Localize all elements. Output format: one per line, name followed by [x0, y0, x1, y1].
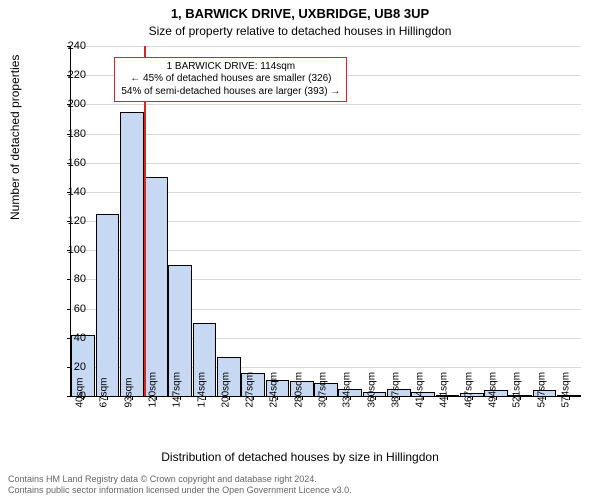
y-tick-label: 40	[46, 332, 86, 344]
y-tick-label: 200	[46, 98, 86, 110]
y-tick-label: 80	[46, 273, 86, 285]
y-tick-label: 20	[46, 361, 86, 373]
chart-container: { "title": "1, BARWICK DRIVE, UXBRIDGE, …	[0, 0, 600, 500]
plot-area: 40sqm67sqm93sqm120sqm147sqm174sqm200sqm2…	[70, 46, 581, 397]
y-tick-label: 140	[46, 186, 86, 198]
histogram-bar	[144, 177, 168, 396]
gridline	[71, 104, 581, 105]
y-tick-label: 220	[46, 69, 86, 81]
y-tick-label: 180	[46, 128, 86, 140]
y-axis-label: Number of detached properties	[8, 55, 22, 220]
gridline	[71, 46, 581, 47]
chart-title: 1, BARWICK DRIVE, UXBRIDGE, UB8 3UP	[0, 6, 600, 21]
attribution-line: Contains public sector information licen…	[8, 485, 352, 496]
gridline	[71, 163, 581, 164]
callout-line: 1 BARWICK DRIVE: 114sqm	[121, 61, 340, 74]
y-tick-label: 160	[46, 157, 86, 169]
y-tick-label: 120	[46, 215, 86, 227]
gridline	[71, 134, 581, 135]
y-tick-label: 0	[46, 390, 86, 402]
y-tick-label: 60	[46, 303, 86, 315]
attribution-line: Contains HM Land Registry data © Crown c…	[8, 474, 352, 485]
callout-line: 54% of semi-detached houses are larger (…	[121, 86, 340, 99]
histogram-bar	[120, 112, 144, 396]
attribution: Contains HM Land Registry data © Crown c…	[8, 474, 352, 496]
histogram-bar	[96, 214, 120, 396]
x-axis-label: Distribution of detached houses by size …	[0, 450, 600, 464]
callout-line: ← 45% of detached houses are smaller (32…	[121, 73, 340, 86]
y-tick-label: 100	[46, 244, 86, 256]
chart-subtitle: Size of property relative to detached ho…	[0, 24, 600, 38]
y-tick-label: 240	[46, 40, 86, 52]
callout-box: 1 BARWICK DRIVE: 114sqm← 45% of detached…	[114, 57, 347, 103]
